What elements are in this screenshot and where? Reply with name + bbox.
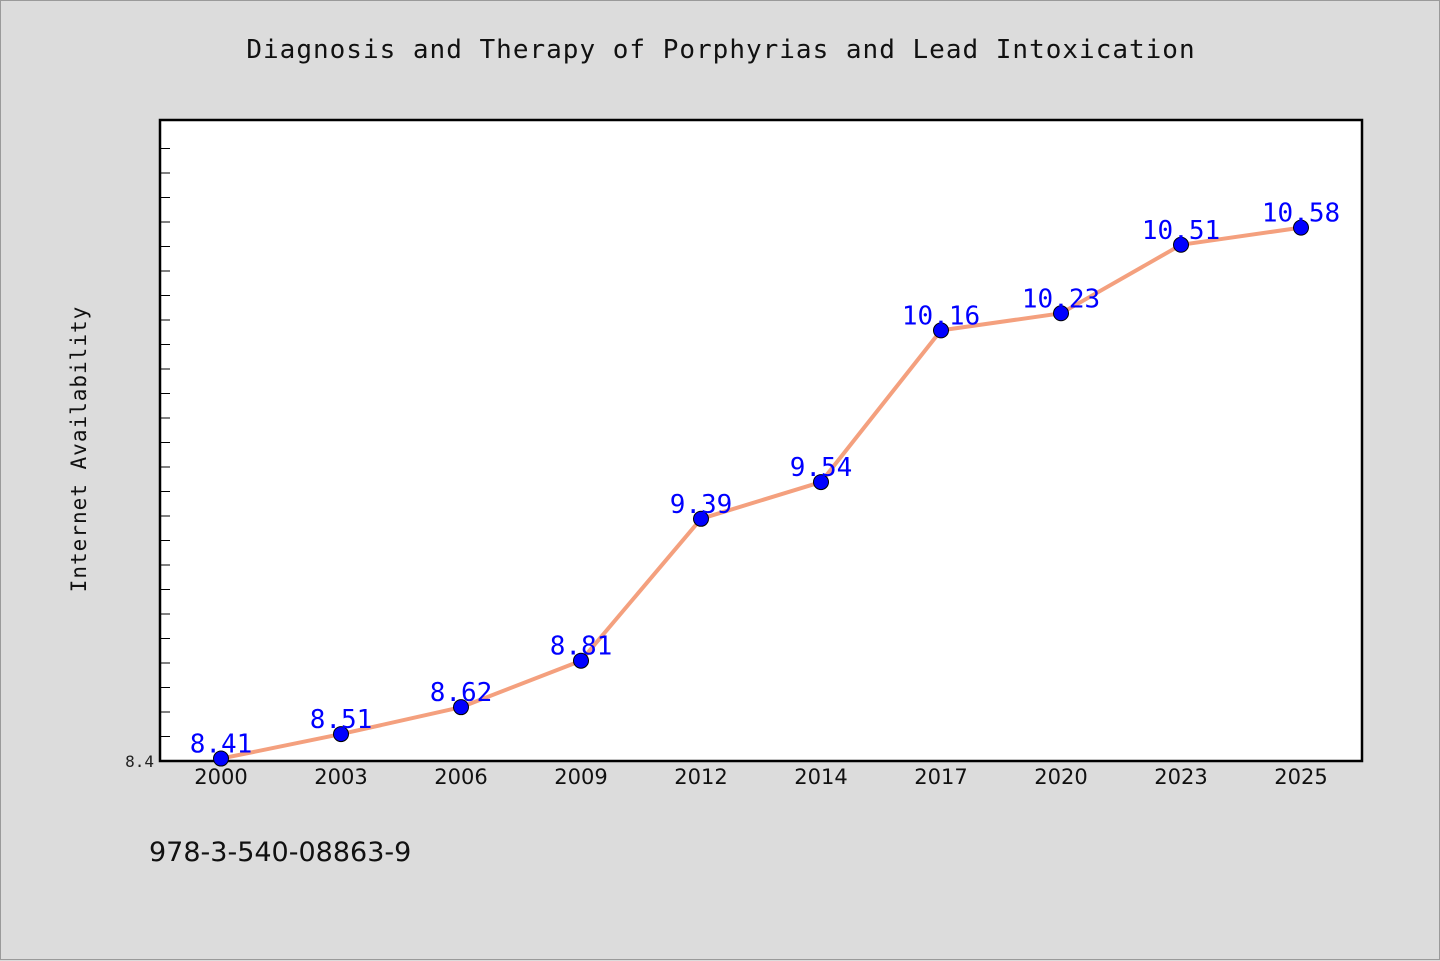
data-point-marker [1053,305,1069,322]
data-label: 8.62 [430,678,493,708]
data-label: 9.54 [790,453,853,483]
data-point-marker [573,652,589,669]
plot-area [158,118,1364,763]
x-tick-label: 2020 [1034,765,1087,789]
data-label: 8.81 [550,632,613,662]
chart-title: Diagnosis and Therapy of Porphyrias and … [246,35,1196,65]
data-label: 10.51 [1142,216,1220,246]
data-point-marker [1293,219,1309,236]
data-label: 10.58 [1262,199,1340,229]
data-label: 8.51 [310,705,373,735]
x-tick-label: 2003 [314,765,367,789]
data-point-marker [933,322,949,339]
data-point-marker [333,726,349,743]
y-axis-ticks [160,148,170,737]
x-tick-label: 2023 [1154,765,1207,789]
x-tick-label: 2000 [194,765,247,789]
x-tick-label: 2012 [674,765,727,789]
x-tick-label: 2025 [1274,765,1327,789]
y-tick-label: 8.4 [125,752,154,771]
data-label: 10.16 [902,301,980,331]
x-tick-label: 2006 [434,765,487,789]
data-point-marker [453,699,469,716]
data-point-marker [213,750,229,767]
x-tick-label: 2017 [914,765,967,789]
isbn-footer: 978-3-540-08863-9 [149,837,412,868]
x-tick-label: 2009 [554,765,607,789]
data-label: 10.23 [1022,284,1100,314]
data-point-marker [693,510,709,527]
data-point-marker [813,474,829,491]
data-point-marker [1173,236,1189,253]
x-tick-label: 2014 [794,765,847,789]
series-line [219,225,1303,761]
data-label: 9.39 [670,490,733,520]
data-label: 8.41 [190,730,253,760]
